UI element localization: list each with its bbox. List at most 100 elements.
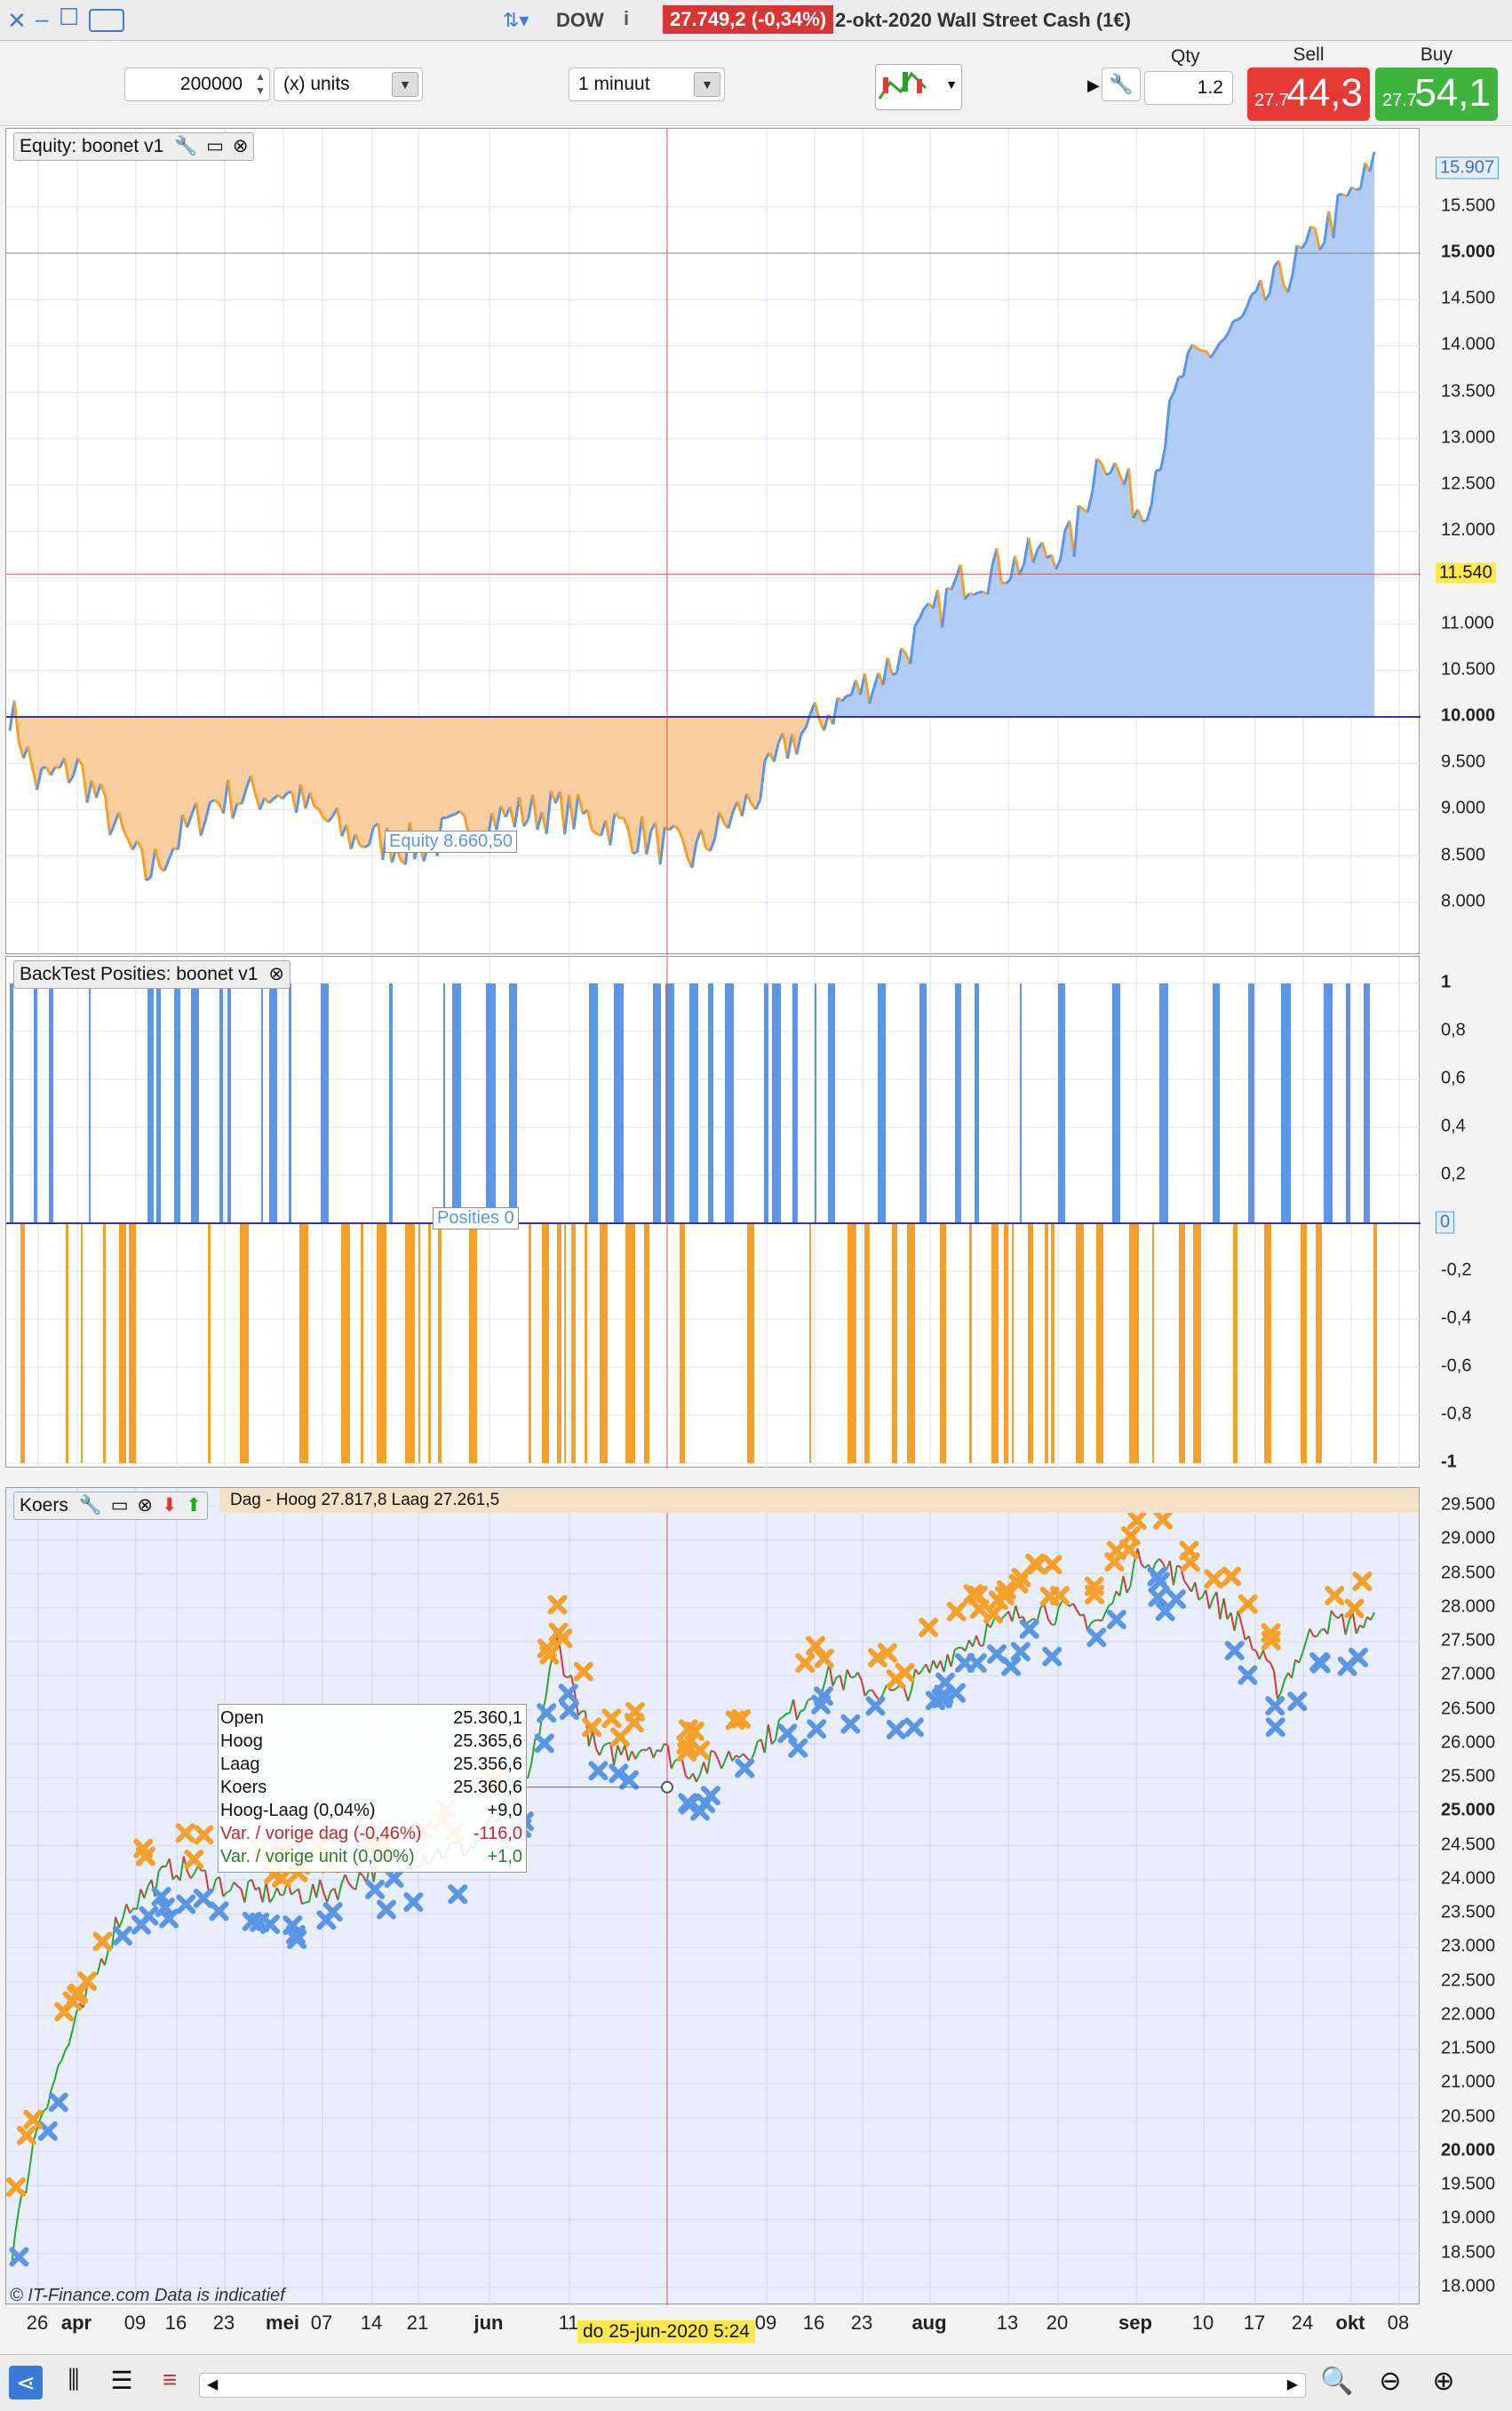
window-icon[interactable]: ▭ (110, 1495, 129, 1516)
equity-line-segment (654, 823, 662, 865)
equity-chart[interactable] (6, 129, 1420, 955)
sell-marker (1180, 1552, 1200, 1572)
info-icon[interactable]: i (624, 7, 630, 29)
price-line-segment (1219, 1597, 1225, 1620)
price-line-segment (1205, 1589, 1211, 1610)
x-axis[interactable]: 26 apr 09 16 23 mei 07 14 21 jun 11 09 16 23 aug 13 20 se… (0, 2304, 1512, 2342)
close-icon[interactable]: ⊗ (137, 1495, 153, 1516)
zoom-fit-icon[interactable]: 🔍 (1320, 2367, 1354, 2396)
sell-marker (877, 1643, 897, 1663)
bars-icon[interactable]: ≡ (162, 2366, 178, 2393)
equity-line-segment (1300, 241, 1308, 250)
equity-y-axis[interactable]: 15.500 15.000 14.500 14.000 13.500 13.000 12.5… (1420, 128, 1512, 954)
keyboard-icon[interactable] (89, 9, 124, 32)
price-chart[interactable] (6, 1488, 1420, 2305)
price-line-segment (261, 1882, 267, 1903)
equity-line-segment (1356, 187, 1362, 192)
price-line-segment (1233, 1610, 1239, 1632)
equity-line-segment (1232, 318, 1238, 322)
equity-line-segment (186, 814, 194, 828)
short-position-bar (1373, 1223, 1377, 1463)
price-y-axis[interactable]: 29.500 29.000 28.500 28.000 27.500 27.000 26.5… (1420, 1487, 1512, 2304)
price-line-segment (1252, 1648, 1257, 1652)
price-line-segment (1351, 1612, 1357, 1635)
chart-scrollbar[interactable]: ◀ ▶ (199, 2373, 1306, 2398)
x-tick-label: 16 (164, 2312, 187, 2334)
minimize-icon[interactable]: – (36, 5, 49, 32)
price-line-segment (696, 1773, 701, 1783)
long-position-bar (219, 983, 223, 1223)
wrench-icon[interactable]: 🔧 (78, 1495, 102, 1516)
equity-line-segment (745, 792, 752, 804)
positions-y-axis[interactable]: 1 0,8 0,6 0,4 0,2 -0,2 -0,4 -0,6 -0,8 -1 0 (1420, 956, 1512, 1472)
wrench-icon[interactable]: 🔧 (174, 136, 198, 156)
price-line-segment (842, 1669, 848, 1691)
price-line-segment (1247, 1635, 1253, 1650)
settings-button[interactable]: 🔧 (1102, 68, 1141, 101)
close-icon[interactable]: ⊗ (232, 136, 249, 156)
unit-type-select[interactable]: (x) units ▼ (274, 68, 423, 101)
long-position-bar (174, 983, 180, 1223)
equity-line-segment (727, 811, 735, 829)
candlestick-icon[interactable]: ⫼ (68, 2366, 80, 2393)
short-position-bar (680, 1223, 685, 1463)
sell-button[interactable]: Sell 27.7 44,3 (1247, 44, 1370, 121)
stepper-icon[interactable]: ▲ ▼ (255, 70, 266, 97)
chevron-down-icon[interactable]: ▼ (694, 72, 720, 97)
equity-line-segment (1158, 447, 1166, 471)
sell-marker (1042, 1555, 1062, 1575)
scroll-right-icon[interactable]: ▶ (1286, 2377, 1298, 2392)
tooltip-row: Open 25.360,1 (220, 1708, 524, 1731)
long-position-bar (486, 983, 496, 1223)
ticker[interactable]: DOW (556, 9, 604, 31)
price-line-segment (115, 1916, 121, 1929)
price-line-segment (545, 1669, 551, 1698)
long-position-bar (725, 983, 734, 1223)
short-position-bar (892, 1223, 897, 1463)
positions-chart[interactable] (6, 957, 1420, 1468)
chevron-down-icon[interactable]: ▼ (945, 77, 958, 92)
short-position-bar (1045, 1223, 1048, 1463)
equity-line-segment (1059, 529, 1067, 560)
price-line-segment (1326, 1610, 1333, 1635)
maximize-icon[interactable]: ☐ (59, 4, 80, 30)
chart-type-button[interactable]: ▼ (875, 64, 962, 110)
equity-line-segment (90, 780, 98, 799)
zoom-in-icon[interactable]: ⊕ (1432, 2367, 1455, 2396)
equity-line-segment (1309, 225, 1317, 230)
x-tick-label: 21 (406, 2312, 429, 2334)
instrument-icon[interactable]: ⇅▾ (503, 9, 529, 31)
long-position-bar (34, 983, 37, 1223)
price-line-segment (268, 1897, 275, 1904)
equity-line-segment (681, 839, 689, 859)
y-tick-label: 19.500 (1441, 2174, 1496, 2194)
short-position-bar (907, 1223, 915, 1463)
scroll-left-icon[interactable]: ◀ (207, 2377, 219, 2392)
equity-line-segment (1095, 458, 1102, 465)
amount-input[interactable]: 200000 ▲ ▼ (124, 68, 270, 101)
close-icon[interactable]: ✕ (7, 7, 27, 34)
price-line-segment (939, 1660, 945, 1673)
qty-input[interactable]: 1.2 (1144, 71, 1233, 105)
equity-line-segment (645, 830, 653, 855)
short-position-bar (940, 1223, 946, 1463)
list-icon[interactable]: ☰ (110, 2367, 133, 2394)
equity-line-segment (1023, 537, 1031, 564)
equity-line-segment (354, 833, 362, 847)
equity-line-segment (72, 758, 80, 776)
short-position-bar (644, 1223, 649, 1463)
price-line-segment (918, 1668, 924, 1675)
share-icon[interactable]: ⋖ (9, 2366, 43, 2399)
window-icon[interactable]: ▭ (206, 136, 224, 156)
close-icon[interactable]: ⊗ (268, 964, 284, 984)
y-tick-label: 15.500 (1441, 195, 1496, 216)
zoom-out-icon[interactable]: ⊖ (1379, 2367, 1402, 2396)
upload-icon[interactable]: ⬆ (186, 1495, 202, 1516)
collapse-arrow-icon[interactable]: ▶ (1087, 76, 1100, 94)
buy-button[interactable]: Buy 27.7 54,1 (1375, 44, 1498, 121)
sell-marker (92, 1931, 113, 1952)
timeframe-select[interactable]: 1 minuut ▼ (569, 68, 725, 101)
download-icon[interactable]: ⬇ (161, 1495, 178, 1516)
chevron-down-icon[interactable]: ▼ (392, 72, 418, 97)
equity-line-segment (846, 693, 852, 697)
